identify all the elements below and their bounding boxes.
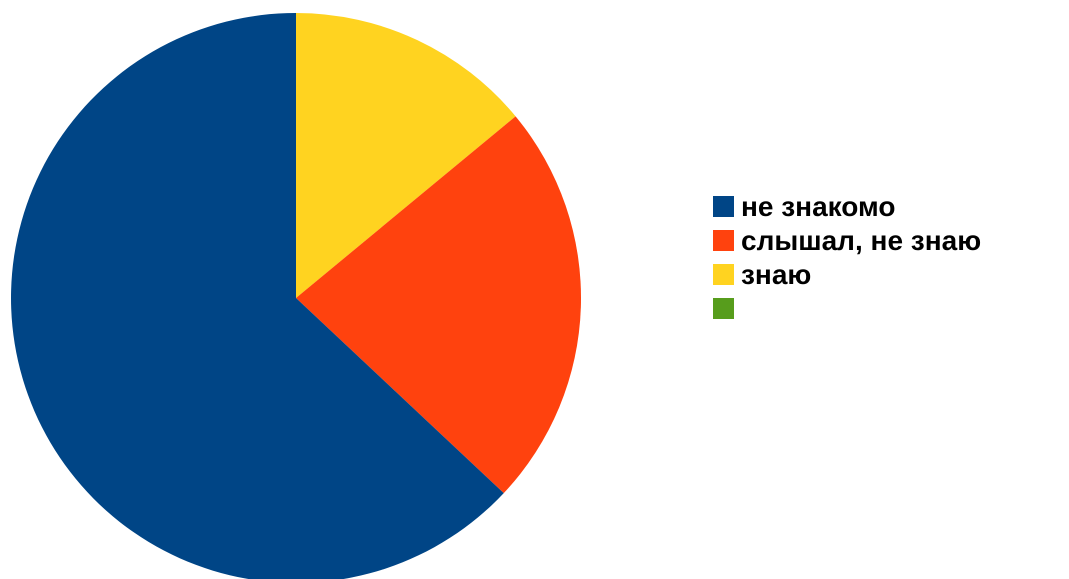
legend-item-slyshal-ne-znayu: слышал, не знаю — [713, 226, 1063, 260]
legend-label: знаю — [741, 259, 812, 290]
legend-swatch — [713, 264, 734, 285]
legend-swatch — [713, 196, 734, 217]
legend-label: не знакомо — [741, 191, 896, 222]
pie-slices — [11, 13, 582, 579]
pie-slice-0 — [296, 13, 516, 298]
legend-item-unlabeled — [713, 294, 1063, 328]
legend-swatch — [713, 298, 734, 319]
legend-item-ne-znakomo: не знакомо — [713, 192, 1063, 226]
legend-item-znayu: знаю — [713, 260, 1063, 294]
pie-slice-1 — [296, 116, 582, 494]
legend-label: слышал, не знаю — [741, 225, 982, 256]
pie-slice-2 — [11, 13, 504, 579]
legend-swatch — [713, 230, 734, 251]
legend: не знакомо слышал, не знаю знаю — [713, 192, 1063, 328]
